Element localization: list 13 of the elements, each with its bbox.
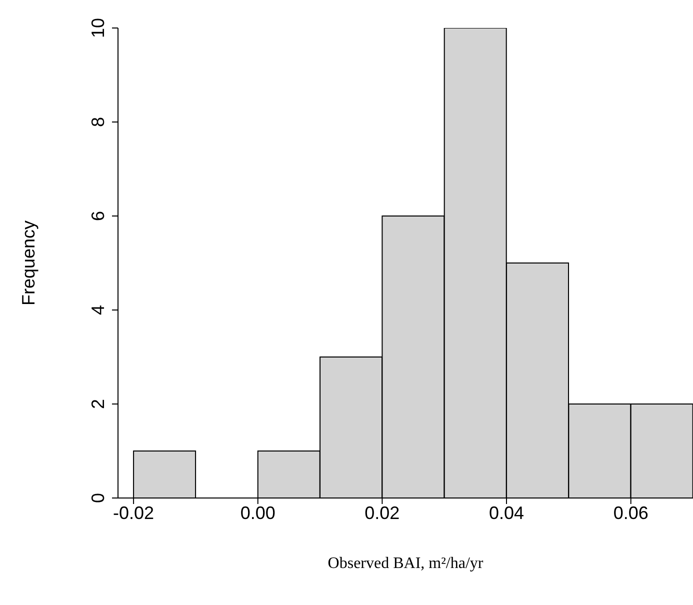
x-axis-title: Observed BAI, m²/ha/yr [328,555,484,572]
x-tick-label: 0.02 [364,502,400,523]
x-tick-label: 0.00 [240,502,276,523]
y-tick-label: 4 [88,304,108,316]
y-axis-title: Frequency [18,220,38,306]
y-tick-label: 2 [88,398,108,410]
y-tick-label: 0 [88,492,108,504]
x-tick-label: -0.02 [113,502,154,523]
y-tick-label: 6 [88,210,108,222]
x-tick-label: 0.06 [613,502,648,523]
y-tick-label: 10 [88,18,108,38]
x-tick-label: 0.04 [488,502,524,523]
y-tick-label: 8 [88,116,108,128]
